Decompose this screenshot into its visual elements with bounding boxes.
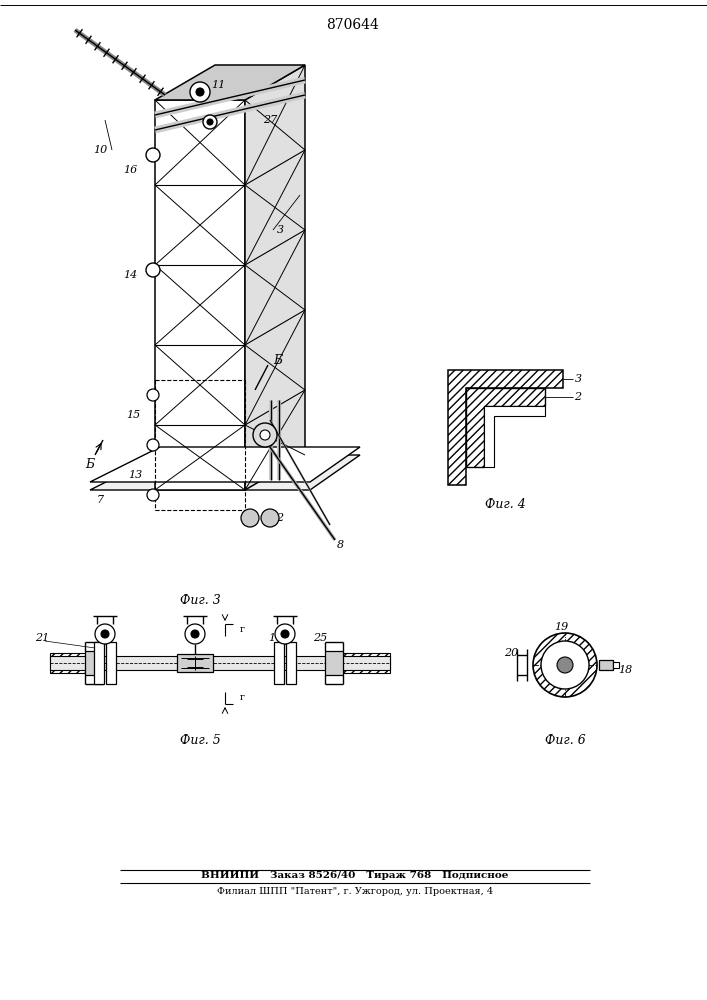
Text: 17: 17 [268, 633, 282, 643]
Circle shape [207, 119, 213, 125]
Circle shape [557, 657, 573, 673]
Bar [274, 642, 284, 684]
Text: 2: 2 [276, 513, 284, 523]
Bar [85, 651, 103, 675]
Circle shape [190, 82, 210, 102]
Circle shape [101, 630, 109, 638]
Circle shape [185, 624, 205, 644]
Text: 25: 25 [313, 633, 327, 643]
Bar [613, 662, 619, 668]
Text: ВНИИПИ   Заказ 8526/40   Тираж 768   Подписное: ВНИИПИ Заказ 8526/40 Тираж 768 Подписное [201, 871, 509, 880]
Circle shape [261, 509, 279, 527]
Text: 870644: 870644 [327, 18, 380, 32]
Circle shape [196, 88, 204, 96]
Bar [50, 653, 85, 673]
Bar [94, 642, 104, 684]
Circle shape [281, 630, 289, 638]
Text: 27: 27 [263, 115, 277, 125]
Circle shape [147, 439, 159, 451]
Text: 8: 8 [337, 540, 344, 550]
Circle shape [147, 489, 159, 501]
Text: г: г [240, 694, 245, 702]
Polygon shape [466, 388, 545, 467]
Text: 20: 20 [504, 648, 518, 658]
Polygon shape [245, 65, 305, 490]
Polygon shape [90, 455, 360, 490]
Bar [286, 642, 296, 684]
Circle shape [203, 115, 217, 129]
Text: 19: 19 [554, 622, 568, 632]
Circle shape [95, 624, 115, 644]
Circle shape [260, 430, 270, 440]
Text: 18: 18 [618, 665, 632, 675]
Text: Б: Б [274, 354, 283, 366]
Circle shape [146, 148, 160, 162]
Circle shape [147, 389, 159, 401]
Text: 3: 3 [574, 374, 582, 384]
Circle shape [241, 509, 259, 527]
Bar [343, 653, 390, 673]
Polygon shape [155, 65, 305, 100]
Text: 16: 16 [123, 165, 137, 175]
Circle shape [253, 423, 277, 447]
Bar [599, 660, 613, 670]
Polygon shape [448, 370, 563, 485]
Circle shape [541, 641, 589, 689]
Text: Фиг. 5: Фиг. 5 [180, 734, 221, 746]
Text: 2: 2 [574, 392, 582, 402]
Polygon shape [484, 406, 545, 467]
Text: Фиг. 6: Фиг. 6 [544, 734, 585, 746]
Bar [177, 654, 213, 672]
Text: 3: 3 [276, 225, 284, 235]
Bar [50, 656, 390, 670]
Polygon shape [90, 447, 360, 482]
Circle shape [533, 633, 597, 697]
Text: 7: 7 [96, 495, 103, 505]
Text: 10: 10 [93, 145, 107, 155]
Text: 21: 21 [35, 633, 49, 643]
Text: Фиг. 3: Фиг. 3 [180, 593, 221, 606]
Text: 13: 13 [128, 470, 142, 480]
Text: г: г [240, 626, 245, 635]
Bar [325, 651, 343, 675]
Text: Филиал ШПП "Патент", г. Ужгород, ул. Проектная, 4: Филиал ШПП "Патент", г. Ужгород, ул. Про… [217, 886, 493, 896]
Text: 14: 14 [123, 270, 137, 280]
FancyBboxPatch shape [517, 655, 527, 675]
Circle shape [275, 624, 295, 644]
Text: 15: 15 [126, 410, 140, 420]
Bar [106, 642, 116, 684]
Circle shape [191, 630, 199, 638]
Circle shape [146, 263, 160, 277]
Polygon shape [155, 100, 245, 490]
Text: Б: Б [86, 458, 95, 472]
Text: Фиг. 4: Фиг. 4 [484, 498, 525, 512]
Text: 11: 11 [211, 80, 225, 90]
